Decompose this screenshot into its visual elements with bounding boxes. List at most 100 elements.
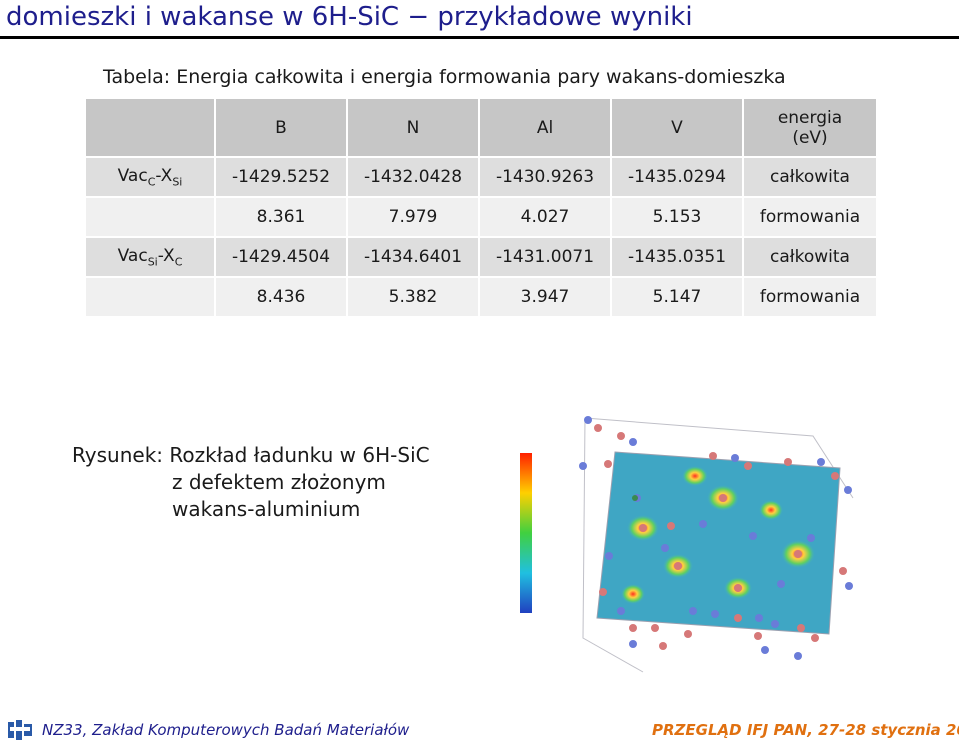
atom	[845, 582, 853, 590]
atom	[651, 624, 659, 632]
table-cell: 4.027	[478, 197, 611, 238]
energy-label: energia	[777, 107, 843, 128]
slide-title: domieszki i wakanse w 6H-SiC − przykłado…	[6, 2, 693, 32]
energy-type: całkowita	[742, 237, 876, 278]
table-cell: 8.436	[214, 277, 347, 318]
table-header-energy: energia (eV)	[742, 99, 876, 158]
atom	[629, 438, 637, 446]
energy-unit: (eV)	[792, 127, 828, 148]
table-cell: 8.361	[214, 197, 347, 238]
atom-spheres	[579, 416, 853, 660]
atom	[811, 634, 819, 642]
atom	[734, 614, 742, 622]
atom	[684, 630, 692, 638]
atom	[579, 462, 587, 470]
atom	[584, 416, 592, 424]
figure-caption-line: wakans-aluminium	[172, 497, 361, 521]
table-row: VacSi-XC -1429.4504 -1434.6401 -1431.007…	[84, 237, 876, 278]
table-cell: -1429.5252	[214, 157, 347, 198]
figure-caption-line: Rysunek: Rozkład ładunku w 6H-SiC	[72, 443, 430, 467]
table-header-cell: B	[214, 99, 347, 158]
table-cell-empty	[84, 277, 215, 318]
atom	[699, 520, 707, 528]
charge-density-figure	[513, 406, 868, 688]
atom	[731, 454, 739, 462]
atom	[831, 472, 839, 480]
table-cell: -1430.9263	[478, 157, 611, 198]
table-cell: -1435.0294	[610, 157, 743, 198]
table-cell: 5.153	[610, 197, 743, 238]
atom	[659, 642, 667, 650]
atom	[734, 584, 742, 592]
atom	[629, 640, 637, 648]
atom	[755, 614, 763, 622]
pair-label: VacSi-XC	[84, 237, 215, 278]
figure-caption-line: z defektem złożonym	[172, 470, 386, 494]
table-row: VacC-XSi -1429.5252 -1432.0428 -1430.926…	[84, 157, 876, 198]
atom	[754, 632, 762, 640]
charge-hotspot	[621, 584, 645, 604]
charge-hotspot	[759, 500, 783, 520]
energy-table: B N Al V energia (eV) VacC-XSi -1429.525…	[84, 99, 876, 318]
atom	[617, 607, 625, 615]
figure-caption: Rysunek: Rozkład ładunku w 6H-SiC z defe…	[72, 442, 430, 523]
table-header-cell: V	[610, 99, 743, 158]
table-caption: Tabela: Energia całkowita i energia form…	[103, 66, 786, 88]
atom	[629, 624, 637, 632]
cell-edge	[582, 417, 644, 673]
atom	[605, 552, 613, 560]
atom	[674, 562, 682, 570]
atom	[761, 646, 769, 654]
institute-logo-icon	[8, 720, 32, 740]
atom	[617, 432, 625, 440]
plane-outline	[596, 451, 841, 635]
table-header-cell: Al	[478, 99, 611, 158]
atom	[604, 460, 612, 468]
table-cell: 5.382	[346, 277, 479, 318]
table-row: 8.361 7.979 4.027 5.153 formowania	[84, 197, 876, 238]
atom	[771, 620, 779, 628]
table-cell: 3.947	[478, 277, 611, 318]
atom	[784, 458, 792, 466]
table-header-row: B N Al V energia (eV)	[84, 99, 876, 158]
table-header-empty	[84, 99, 215, 158]
atom	[807, 534, 815, 542]
footer-event: PRZEGLĄD IFJ PAN, 27-28 stycznia 2014	[652, 721, 959, 739]
atom	[777, 580, 785, 588]
table-cell: 7.979	[346, 197, 479, 238]
atom	[844, 486, 852, 494]
table-cell: -1431.0071	[478, 237, 611, 278]
atom	[719, 494, 727, 502]
title-divider	[0, 36, 959, 39]
atom	[839, 567, 847, 575]
charge-hotspot	[682, 466, 708, 486]
energy-type: formowania	[742, 197, 876, 238]
atom	[817, 458, 825, 466]
table-cell: -1429.4504	[214, 237, 347, 278]
energy-type: formowania	[742, 277, 876, 318]
atom	[632, 495, 638, 501]
atom	[794, 652, 802, 660]
energy-type: całkowita	[742, 157, 876, 198]
table-cell: -1434.6401	[346, 237, 479, 278]
atom	[744, 462, 752, 470]
atom	[794, 550, 802, 558]
table-cell: -1432.0428	[346, 157, 479, 198]
atom	[594, 424, 602, 432]
pair-label: VacC-XSi	[84, 157, 215, 198]
table-row: 8.436 5.382 3.947 5.147 formowania	[84, 277, 876, 318]
atom	[667, 522, 675, 530]
color-scale-bar	[520, 453, 532, 613]
table-cell: -1435.0351	[610, 237, 743, 278]
atom	[749, 532, 757, 540]
atom	[599, 588, 607, 596]
atom	[661, 544, 669, 552]
footer-department: NZ33, Zakład Komputerowych Badań Materia…	[42, 721, 410, 739]
atom	[797, 624, 805, 632]
table-cell: 5.147	[610, 277, 743, 318]
atom	[689, 607, 697, 615]
table-header-cell: N	[346, 99, 479, 158]
charge-density-plane	[597, 452, 840, 634]
table-cell-empty	[84, 197, 215, 238]
atom	[709, 452, 717, 460]
